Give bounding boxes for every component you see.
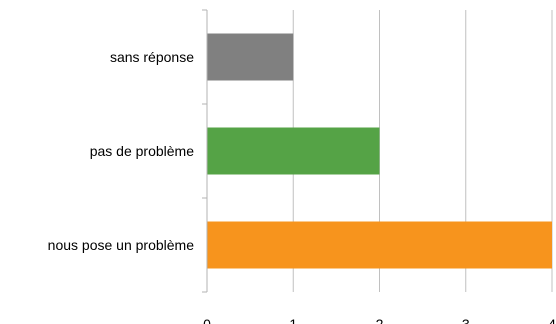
x-tick-label: 3 <box>462 316 470 324</box>
x-tick-label: 2 <box>376 316 384 324</box>
x-tick-label: 4 <box>548 316 556 324</box>
x-tick-label: 1 <box>289 316 297 324</box>
category-labels: sans réponse pas de problème nous pose un … <box>48 49 195 253</box>
category-label: sans réponse <box>110 49 194 65</box>
bar <box>207 33 294 81</box>
x-tick-label: 0 <box>203 316 211 324</box>
y-axis-ticks <box>202 9 207 293</box>
bars <box>207 33 552 269</box>
x-axis-tick-labels: 0 1 2 3 4 <box>203 316 556 324</box>
bar <box>207 127 380 175</box>
category-label: pas de problème <box>90 143 195 159</box>
category-label: nous pose un problème <box>48 237 195 253</box>
bar <box>207 221 552 269</box>
